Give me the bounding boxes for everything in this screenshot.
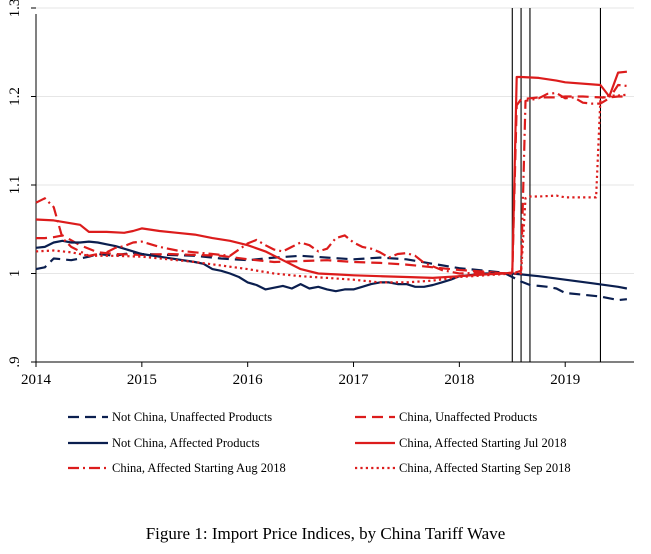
legend-label: Not China, Unaffected Products xyxy=(112,410,272,424)
y-tick-label: 1.2 xyxy=(7,87,23,106)
x-tick-label: 2014 xyxy=(21,372,52,388)
legend-label: China, Affected Starting Jul 2018 xyxy=(399,436,566,450)
series-line xyxy=(35,70,628,279)
legend-label: China, Unaffected Products xyxy=(399,410,537,424)
x-tick-label: 2017 xyxy=(339,372,370,388)
series-line xyxy=(35,93,628,284)
x-tick-label: 2015 xyxy=(127,372,157,388)
legend: Not China, Unaffected Products China, Una… xyxy=(68,410,571,475)
y-tick-label: 1.3 xyxy=(7,0,23,17)
series-line xyxy=(35,83,628,275)
tariff-wave-lines xyxy=(511,8,601,362)
chart-figure: .9 1 1.1 1.2 1.3 2014 2015 2016 2017 2018 2019 Not… xyxy=(7,0,634,475)
legend-label: Not China, Affected Products xyxy=(112,436,260,450)
x-tick-label: 2016 xyxy=(233,372,264,388)
figure-caption: Figure 1: Import Price Indices, by China… xyxy=(145,524,506,543)
y-tick-label: .9 xyxy=(7,356,23,367)
x-tick-label: 2018 xyxy=(444,372,474,388)
series-line xyxy=(36,95,627,275)
axes: .9 1 1.1 1.2 1.3 2014 2015 2016 2017 2018 2019 xyxy=(7,0,634,388)
legend-label: China, Affected Starting Aug 2018 xyxy=(112,461,286,475)
legend-label: China, Affected Starting Sep 2018 xyxy=(399,461,571,475)
series-lines xyxy=(35,70,628,302)
y-tick-label: 1 xyxy=(7,270,23,278)
series-line xyxy=(35,239,628,293)
y-tick-label: 1.1 xyxy=(7,176,23,195)
gridlines xyxy=(36,7,634,274)
x-tick-label: 2019 xyxy=(550,372,580,388)
